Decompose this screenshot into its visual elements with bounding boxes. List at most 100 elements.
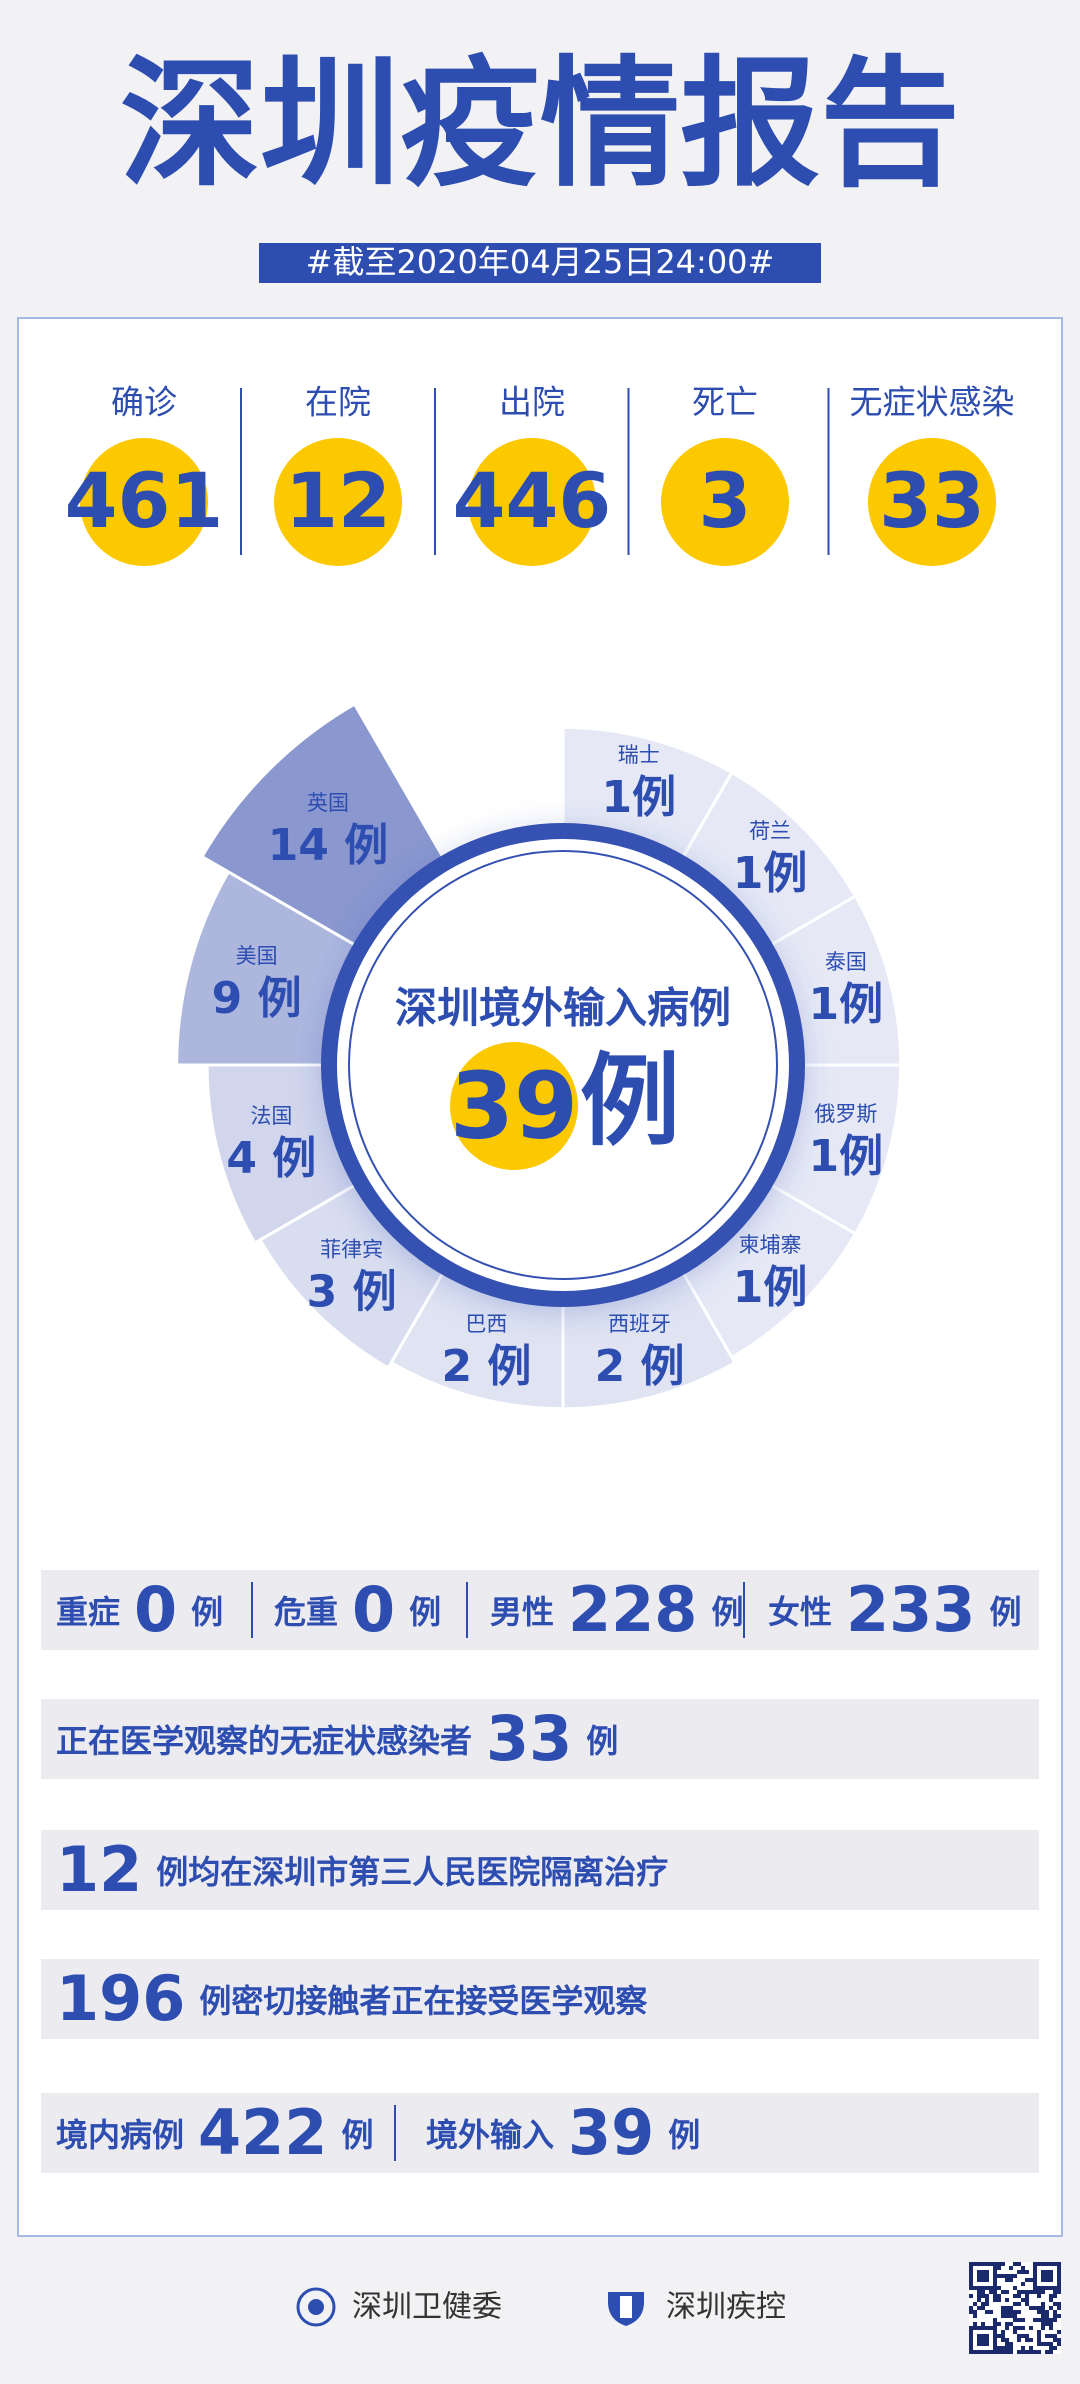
- country-name: 荷兰: [749, 819, 791, 843]
- country-value: 1例: [601, 772, 676, 823]
- qr-cell: [1053, 2318, 1057, 2322]
- qr-cell: [993, 2290, 997, 2294]
- qr-cell: [997, 2262, 1001, 2266]
- qr-cell: [1013, 2294, 1017, 2298]
- stat-label: 在院: [305, 383, 371, 422]
- row-label: 境内病例: [56, 2116, 184, 2154]
- qr-cell: [1045, 2270, 1049, 2274]
- qr-cell: [1057, 2342, 1061, 2346]
- qr-cell: [1005, 2338, 1009, 2342]
- total-badge: [450, 1042, 578, 1170]
- qr-cell: [1021, 2266, 1025, 2270]
- qr-cell: [1033, 2270, 1037, 2274]
- qr-cell: [1049, 2274, 1053, 2278]
- qr-cell: [977, 2290, 981, 2294]
- qr-cell: [1049, 2270, 1053, 2274]
- qr-cell: [1053, 2338, 1057, 2342]
- qr-cell: [981, 2274, 985, 2278]
- qr-cell: [969, 2286, 973, 2290]
- qr-cell: [1041, 2286, 1045, 2290]
- row-number: 0: [134, 1573, 177, 1646]
- qr-cell: [985, 2310, 989, 2314]
- stat-label: 无症状感染: [850, 383, 1015, 422]
- row-number: 33: [486, 1702, 572, 1775]
- qr-cell: [989, 2350, 993, 2354]
- qr-cell: [969, 2330, 973, 2334]
- qr-cell: [1005, 2346, 1009, 2350]
- qr-cell: [969, 2266, 973, 2270]
- qr-cell: [985, 2302, 989, 2306]
- qr-cell: [973, 2286, 977, 2290]
- qr-cell: [1013, 2274, 1017, 2278]
- qr-cell: [993, 2298, 997, 2302]
- qr-cell: [977, 2294, 981, 2298]
- row-number: 233: [846, 1573, 975, 1646]
- qr-cell: [1025, 2298, 1029, 2302]
- qr-cell: [1049, 2342, 1053, 2346]
- qr-cell: [973, 2322, 977, 2326]
- qr-cell: [1041, 2270, 1045, 2274]
- total-unit: 例: [580, 1042, 680, 1159]
- qr-cell: [1025, 2350, 1029, 2354]
- stat-badge: [274, 438, 402, 566]
- qr-cell: [1017, 2294, 1021, 2298]
- qr-cell: [973, 2326, 977, 2330]
- qr-cell: [985, 2262, 989, 2266]
- row-text: 女性 233 例: [768, 1573, 1021, 1646]
- qr-cell: [1029, 2350, 1033, 2354]
- qr-cell: [977, 2270, 981, 2274]
- qr-cell: [1013, 2286, 1017, 2290]
- row-bar: [41, 1959, 1039, 2039]
- qr-cell: [1045, 2318, 1049, 2322]
- qr-cell: [981, 2270, 985, 2274]
- qr-cell: [969, 2262, 973, 2266]
- qr-cell: [1049, 2334, 1053, 2338]
- qr-cell: [1025, 2278, 1029, 2282]
- qr-cell: [1029, 2278, 1033, 2282]
- row-label: 女性: [768, 1593, 832, 1631]
- qr-cell: [1045, 2334, 1049, 2338]
- stat-badge: [468, 438, 596, 566]
- qr-cell: [969, 2334, 973, 2338]
- country-value: 3 例: [307, 1266, 397, 1317]
- qr-cell: [1053, 2262, 1057, 2266]
- qr-cell: [1017, 2334, 1021, 2338]
- qr-cell: [1053, 2286, 1057, 2290]
- qr-cell: [1041, 2274, 1045, 2278]
- qr-cell: [969, 2338, 973, 2342]
- qr-cell: [1009, 2342, 1013, 2346]
- qr-cell: [1037, 2342, 1041, 2346]
- qr-cell: [1009, 2306, 1013, 2310]
- qr-cell: [1009, 2278, 1013, 2282]
- qr-cell: [969, 2270, 973, 2274]
- qr-cell: [1009, 2266, 1013, 2270]
- qr-cell: [969, 2326, 973, 2330]
- row-label: 例: [409, 1593, 441, 1631]
- qr-cell: [997, 2298, 1001, 2302]
- qr-cell: [1009, 2350, 1013, 2354]
- row-bar: [41, 1830, 1039, 1910]
- qr-cell: [969, 2274, 973, 2278]
- qr-cell: [1021, 2326, 1025, 2330]
- qr-cell: [1057, 2274, 1061, 2278]
- qr-cell: [977, 2262, 981, 2266]
- row-number: 196: [56, 1962, 185, 2035]
- qr-cell: [1005, 2290, 1009, 2294]
- qr-cell: [973, 2310, 977, 2314]
- qr-cell: [997, 2322, 1001, 2326]
- qr-cell: [969, 2350, 973, 2354]
- country-value: 4 例: [226, 1133, 316, 1184]
- qr-cell: [1033, 2350, 1037, 2354]
- row-text: 12 例均在深圳市第三人民医院隔离治疗: [56, 1833, 668, 1906]
- qr-cell: [981, 2350, 985, 2354]
- stat-badge: [80, 438, 208, 566]
- qr-cell: [1021, 2334, 1025, 2338]
- qr-cell: [1045, 2310, 1049, 2314]
- qr-cell: [977, 2350, 981, 2354]
- qr-cell: [1001, 2346, 1005, 2350]
- qr-cell: [985, 2294, 989, 2298]
- qr-cell: [973, 2314, 977, 2318]
- qr-cell: [1057, 2262, 1061, 2266]
- stat-badge: [661, 438, 789, 566]
- stat-value: 461: [65, 456, 224, 545]
